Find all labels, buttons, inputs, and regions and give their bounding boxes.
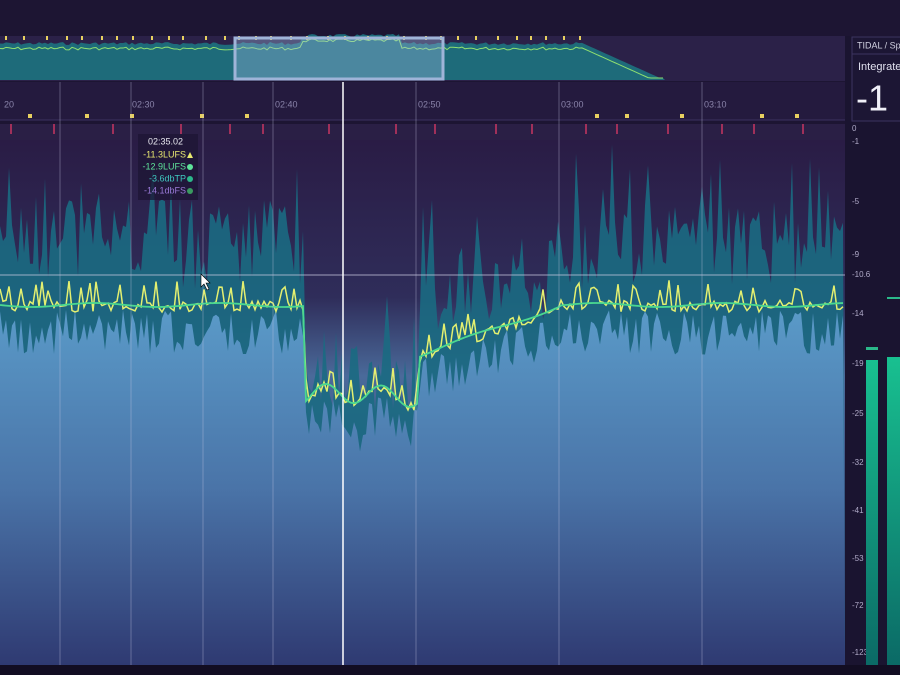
panel-label: Integrate xyxy=(858,61,900,73)
event-marker xyxy=(625,114,629,118)
icon-dot xyxy=(187,176,193,182)
tooltip-momentary: -11.3LUFS xyxy=(143,149,186,159)
overview-tick xyxy=(116,36,118,40)
overview-tick xyxy=(563,36,565,40)
clip-marker xyxy=(667,124,669,134)
meter-peak xyxy=(887,297,900,299)
overview-line xyxy=(0,38,663,79)
scale-label: -19 xyxy=(852,359,864,368)
meter-peak xyxy=(866,347,878,350)
icon-dot xyxy=(187,164,193,170)
overview-tick xyxy=(168,36,170,40)
scale-label: -25 xyxy=(852,409,864,418)
scale-label: -5 xyxy=(852,197,860,206)
scale-label: -9 xyxy=(852,250,860,259)
overview-tick xyxy=(579,36,581,40)
clip-marker xyxy=(802,124,804,134)
overview-tick xyxy=(46,36,48,40)
tooltip-rms: -14.1dbFS xyxy=(144,185,186,195)
event-marker xyxy=(595,114,599,118)
event-marker xyxy=(245,114,249,118)
overview-tick xyxy=(101,36,103,40)
overview-tick xyxy=(151,36,153,40)
time-label: 02:40 xyxy=(275,99,298,109)
time-label: 20 xyxy=(4,99,14,109)
clip-marker xyxy=(721,124,723,134)
clip-marker xyxy=(434,124,436,134)
scale-label: -72 xyxy=(852,601,864,610)
scale-label: 0 xyxy=(852,124,857,133)
clip-marker xyxy=(531,124,533,134)
time-labels: 20 02:30 02:40 02:50 03:00 03:10 xyxy=(4,99,727,109)
overview-tick xyxy=(66,36,68,40)
clip-marker xyxy=(229,124,231,134)
tooltip: 02:35.02 -11.3LUFS -12.9LUFS -3.6dbTP -1… xyxy=(138,134,198,200)
icon-dot xyxy=(187,188,193,194)
event-marker xyxy=(28,114,32,118)
event-marker xyxy=(795,114,799,118)
time-label: 02:50 xyxy=(418,99,441,109)
overview-tick xyxy=(224,36,226,40)
scale: 0 -1 -5 -9 -10.6 -14 -19 -25 -32 -41 -53 -72 -123 xyxy=(852,124,871,657)
grid xyxy=(59,82,703,665)
time-ruler xyxy=(0,82,845,120)
overview-tick xyxy=(132,36,134,40)
overview-tick xyxy=(182,36,184,40)
overview-tick xyxy=(5,36,7,40)
meter-bar xyxy=(866,360,878,665)
panel-value: -1 xyxy=(856,78,888,119)
overview-tick xyxy=(81,36,83,40)
clip-marker xyxy=(10,124,12,134)
clip-marker xyxy=(395,124,397,134)
overview-tick xyxy=(530,36,532,40)
overview-tick xyxy=(475,36,477,40)
clip-marker xyxy=(495,124,497,134)
panel-box xyxy=(851,36,900,122)
panel-service: TIDAL / Spo xyxy=(857,40,900,50)
clip-marker xyxy=(112,124,114,134)
overview-tick xyxy=(205,36,207,40)
icon-triangle xyxy=(187,152,193,158)
cursor xyxy=(200,273,211,291)
event-marker xyxy=(760,114,764,118)
event-marker xyxy=(680,114,684,118)
overview-tick xyxy=(457,36,459,40)
scale-label: -14 xyxy=(852,309,864,318)
scale-label: -32 xyxy=(852,458,864,467)
scale-label: -10.6 xyxy=(852,270,871,279)
event-marker xyxy=(130,114,134,118)
scale-label: -1 xyxy=(852,137,860,146)
overview-tick xyxy=(497,36,499,40)
overview-tick xyxy=(23,36,25,40)
time-label: 02:30 xyxy=(132,99,155,109)
tooltip-time: 02:35.02 xyxy=(148,136,183,146)
clip-marker xyxy=(585,124,587,134)
tooltip-true-peak: -3.6dbTP xyxy=(149,173,186,183)
clip-marker xyxy=(180,124,182,134)
plot-layer xyxy=(0,114,845,665)
tooltip-short-term: -12.9LUFS xyxy=(142,161,186,171)
overview-tick xyxy=(516,36,518,40)
clip-marker xyxy=(753,124,755,134)
short-term-line xyxy=(0,302,844,408)
time-label: 03:00 xyxy=(561,99,584,109)
scale-label: -41 xyxy=(852,506,864,515)
event-marker xyxy=(200,114,204,118)
clip-marker xyxy=(616,124,618,134)
clip-marker xyxy=(262,124,264,134)
marker-bar xyxy=(0,124,845,140)
clip-marker xyxy=(53,124,55,134)
event-marker xyxy=(85,114,89,118)
overview-selection[interactable] xyxy=(233,36,445,81)
time-label: 03:10 xyxy=(704,99,727,109)
clip-marker xyxy=(328,124,330,134)
scale-label: -123 xyxy=(852,648,869,657)
waveform-body xyxy=(0,310,845,665)
scale-label: -53 xyxy=(852,554,864,563)
overview-tick xyxy=(545,36,547,40)
meter-bar xyxy=(887,357,900,665)
bottom-bar xyxy=(0,665,900,675)
overview-area xyxy=(0,34,665,80)
